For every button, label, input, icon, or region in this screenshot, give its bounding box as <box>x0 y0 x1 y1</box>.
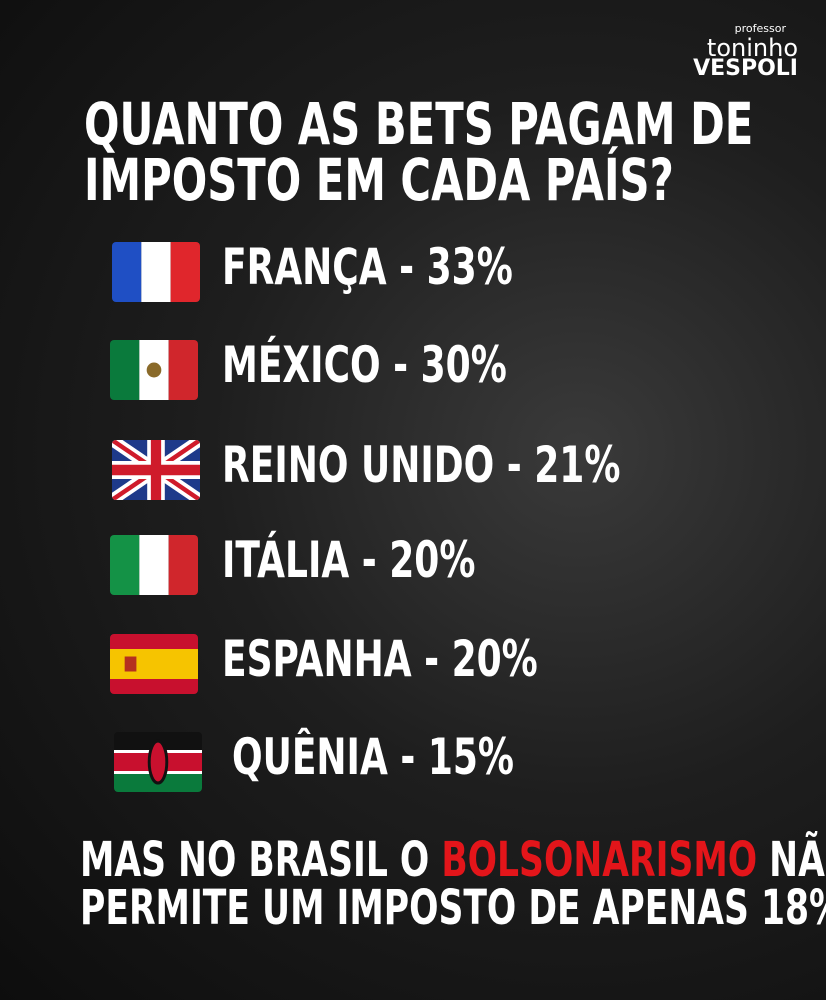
logo-surname: VESPOLI <box>693 56 798 81</box>
item-label: FRANÇA - 33% <box>222 238 513 296</box>
flag-mexico <box>110 340 198 400</box>
footer-text: MAS NO BRASIL O <box>80 832 430 888</box>
footer-text: NÃO <box>769 832 826 888</box>
flag-uk <box>112 440 200 500</box>
item-label: ESPANHA - 20% <box>222 630 538 688</box>
item-label: QUÊNIA - 15% <box>232 728 514 786</box>
item-label: ITÁLIA - 20% <box>222 531 476 589</box>
flag-italy <box>110 535 198 595</box>
flag-spain <box>110 634 198 694</box>
title-line: QUANTO AS BETS PAGAM DE <box>84 90 754 158</box>
footer-line: PERMITE UM IMPOSTO DE APENAS 18% <box>80 880 826 936</box>
item-label: REINO UNIDO - 21% <box>222 436 621 494</box>
logo-name: toninho <box>706 34 798 62</box>
flag-kenya <box>114 732 202 792</box>
item-label: MÉXICO - 30% <box>222 336 507 394</box>
title-line: IMPOSTO EM CADA PAÍS? <box>84 146 674 214</box>
flag-france <box>112 242 200 302</box>
logo-small: professor <box>734 22 786 35</box>
footer-line: MAS NO BRASIL O BOLSONARISMO NÃO <box>80 832 826 888</box>
footer-highlight: BOLSONARISMO <box>441 832 758 888</box>
